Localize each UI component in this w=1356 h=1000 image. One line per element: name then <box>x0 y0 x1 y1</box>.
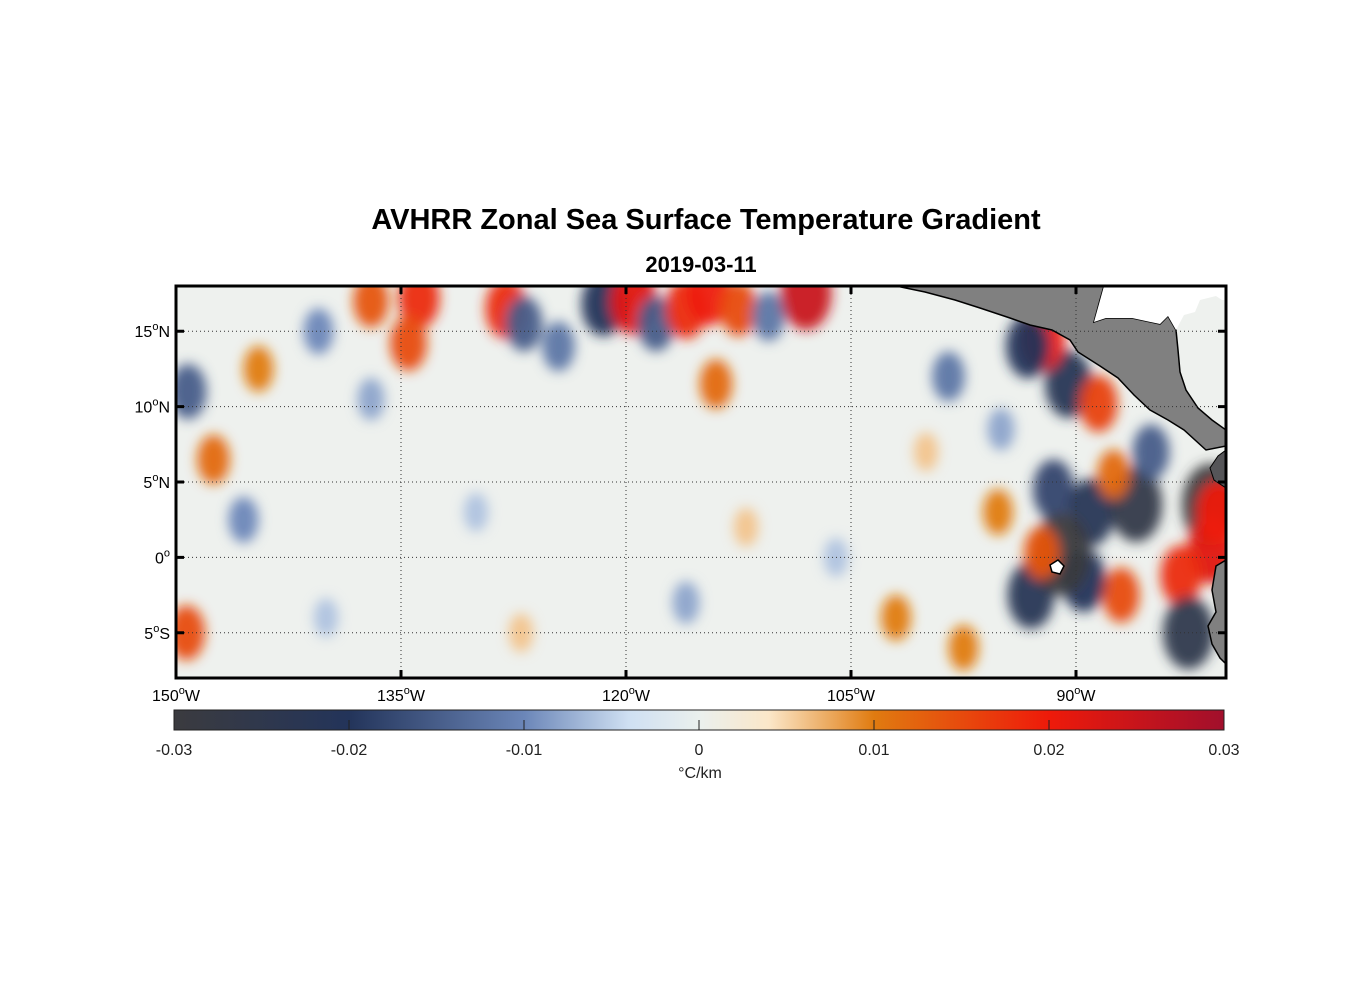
gradient-feature <box>672 581 700 624</box>
gradient-feature <box>176 605 205 661</box>
gradient-feature <box>987 408 1015 451</box>
lat-tick-label: 10oN <box>135 397 170 417</box>
gradient-feature <box>948 624 979 671</box>
gradient-feature <box>983 489 1013 536</box>
lat-tick-label: 5oS <box>144 623 170 643</box>
gradient-feature <box>313 598 339 638</box>
axis-labels: 150oW 135oW 120oW 105oW 90oW 15oN 10oN 5oN 0o 5oS <box>135 286 1226 705</box>
colorbar-tick-label: -0.01 <box>506 742 543 759</box>
lon-tick-label: 135oW <box>377 685 426 705</box>
gradient-feature <box>637 296 675 352</box>
gradient-feature <box>1097 449 1130 500</box>
gradient-feature <box>1132 424 1170 480</box>
land-peru-coast <box>1207 559 1226 666</box>
gradient-feature <box>1006 314 1050 379</box>
gradient-feature <box>720 286 757 337</box>
gradient-feature <box>1196 480 1226 545</box>
colorbar-tick-label: 0 <box>695 742 704 759</box>
gradient-feature <box>353 286 389 328</box>
gradient-feature <box>733 507 759 547</box>
gradient-feature <box>1079 375 1118 432</box>
gradient-feature <box>780 286 832 331</box>
gradient-feature <box>542 321 575 372</box>
gradient-feature <box>881 594 911 641</box>
colorbar-tick-label: -0.03 <box>156 742 193 759</box>
colorbar-ticks: -0.03 -0.02 -0.01 0 0.01 0.02 0.03 <box>156 720 1240 759</box>
lon-tick-label: 105oW <box>827 685 876 705</box>
land-coast-gap <box>1094 286 1226 330</box>
gradient-feature <box>699 359 733 409</box>
lat-tick-label: 15oN <box>135 321 170 341</box>
lat-tick-label: 5oN <box>143 472 170 492</box>
colorbar-tick-label: -0.02 <box>331 742 368 759</box>
lon-tick-label: 150oW <box>152 685 201 705</box>
colorbar-label: °C/km <box>678 765 722 782</box>
gradient-feature <box>243 345 274 392</box>
gradient-feature <box>197 434 230 485</box>
gradient-feature <box>1102 567 1140 623</box>
gradient-feature <box>463 492 489 532</box>
colorbar-tick-label: 0.03 <box>1208 742 1239 759</box>
colorbar-tick-label: 0.01 <box>858 742 889 759</box>
chart-title: AVHRR Zonal Sea Surface Temperature Grad… <box>371 204 1041 236</box>
land-galapagos <box>1049 559 1065 575</box>
gradient-feature <box>303 308 334 355</box>
colorbar: -0.03 -0.02 -0.01 0 0.01 0.02 0.03 °C/km <box>156 709 1240 782</box>
lat-tick-label: 0o <box>155 547 170 567</box>
lon-tick-label: 120oW <box>602 685 651 705</box>
land-central-america <box>895 286 1226 451</box>
gradient-feature <box>357 377 385 421</box>
lon-tick-label: 90oW <box>1056 685 1096 705</box>
gradient-feature <box>1032 459 1075 520</box>
gradient-feature <box>505 296 543 352</box>
colorbar-tick-label: 0.02 <box>1033 742 1064 759</box>
gradient-feature <box>752 291 785 341</box>
gradient-feature <box>913 432 939 472</box>
gradient-feature <box>686 286 731 326</box>
graticule <box>176 286 1226 678</box>
land-south-america <box>1209 449 1226 489</box>
gradient-feature <box>1160 545 1202 606</box>
map-plot-area <box>176 286 1226 678</box>
gradient-feature <box>228 496 259 543</box>
gradient-field <box>176 286 1226 671</box>
gradient-feature <box>390 315 427 371</box>
gradient-feature <box>932 351 965 402</box>
chart-subtitle: 2019-03-11 <box>645 252 757 277</box>
